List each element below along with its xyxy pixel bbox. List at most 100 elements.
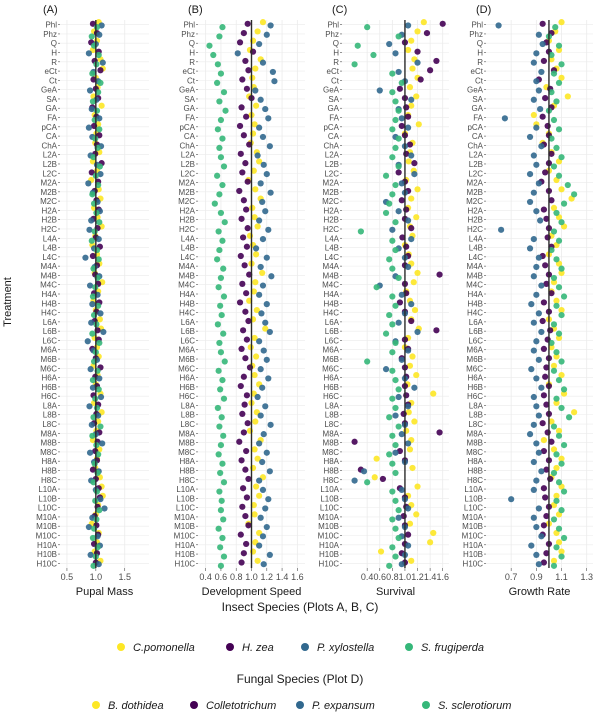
data-point-colletotrichum	[548, 197, 555, 204]
data-point-c-pomonella	[246, 297, 253, 304]
data-point-h-zea	[238, 457, 245, 464]
data-point-p-xylostella	[259, 59, 267, 66]
data-point-s-sclerotiorum	[558, 507, 565, 514]
data-point-s-frugiperda	[220, 163, 228, 170]
x-tick-label: 0.9	[530, 572, 543, 582]
data-point-p-xylostella	[389, 226, 396, 233]
data-point-s-frugiperda	[90, 154, 97, 161]
category-label: M6C	[466, 364, 483, 373]
data-point-colletotrichum	[547, 475, 554, 483]
data-point-s-sclerotiorum	[550, 367, 558, 374]
category-label: eCt	[327, 67, 340, 76]
category-label: GA	[45, 104, 57, 113]
data-point-p-xylostella	[262, 505, 269, 512]
data-point-h-zea	[403, 243, 410, 250]
data-point-s-frugiperda	[217, 70, 225, 77]
data-point-h-zea	[243, 290, 250, 297]
data-point-c-pomonella	[252, 418, 259, 425]
data-point-p-xylostella	[411, 170, 418, 178]
category-label: H10A	[37, 541, 58, 550]
category-label: M4B	[467, 271, 483, 280]
data-point-s-frugiperda	[216, 98, 223, 105]
legend-marker-p-xylostella	[301, 643, 309, 651]
data-point-p-xylostella	[87, 366, 94, 373]
category-label: L10A	[38, 485, 57, 494]
legend-marker-s-sclerotiorum	[422, 701, 430, 709]
data-point-h-zea	[406, 141, 414, 148]
data-point-s-sclerotiorum	[553, 349, 560, 356]
category-label: H4C	[41, 309, 57, 318]
data-point-h-zea	[240, 132, 247, 139]
category-label: SA	[184, 95, 195, 104]
category-label: M8C	[40, 448, 57, 457]
category-label: M10A	[174, 513, 196, 522]
category-label: M6B	[467, 355, 483, 364]
panel-2: PhlPhzQHReCtCtGeASAGAFApCACAChAL2AL2BL2C…	[174, 4, 305, 598]
category-label: H8B	[467, 466, 483, 475]
data-point-s-frugiperda	[392, 469, 399, 477]
category-label: L4A	[469, 234, 484, 243]
data-point-p-xylostella	[392, 449, 399, 456]
data-point-p-expansum	[535, 449, 542, 456]
category-label: SA	[46, 95, 57, 104]
data-point-s-frugiperda	[216, 339, 223, 347]
category-label: M10C	[462, 531, 484, 540]
data-point-h-zea	[238, 345, 245, 352]
category-label: H6C	[41, 392, 57, 401]
category-label: M10C	[174, 531, 196, 540]
data-point-c-pomonella	[406, 84, 414, 91]
data-point-h-zea	[237, 150, 244, 157]
category-label: R	[51, 58, 57, 67]
data-point-colletotrichum	[540, 57, 548, 65]
data-point-p-xylostella	[257, 412, 264, 419]
category-label: H4A	[41, 290, 57, 299]
legend-insect-title: Insect Species (Plots A, B, C)	[222, 600, 379, 614]
data-point-c-pomonella	[415, 121, 422, 128]
data-point-p-xylostella	[395, 319, 402, 326]
data-point-s-frugiperda	[382, 330, 390, 337]
category-label: M8B	[41, 439, 57, 448]
data-point-p-xylostella	[99, 59, 106, 66]
data-point-c-pomonella	[414, 28, 421, 35]
category-label: H4C	[323, 309, 339, 318]
category-label: M6C	[178, 364, 195, 373]
data-point-b-dothidea	[555, 46, 563, 54]
data-point-p-expansum	[526, 170, 534, 178]
data-point-c-pomonella	[413, 511, 420, 518]
category-label: H10C	[175, 559, 196, 568]
data-point-p-xylostella	[351, 477, 358, 484]
data-point-p-xylostella	[85, 50, 92, 57]
data-point-p-xylostella	[254, 393, 261, 401]
category-label: M8A	[41, 429, 58, 438]
data-point-p-xylostella	[398, 561, 405, 568]
data-point-colletotrichum	[543, 401, 550, 408]
data-point-h-zea	[246, 271, 253, 278]
data-point-p-xylostella	[88, 319, 95, 326]
data-point-p-xylostella	[267, 22, 274, 29]
data-point-colletotrichum	[540, 299, 548, 306]
data-point-s-frugiperda	[386, 200, 393, 207]
category-label: H	[333, 49, 339, 58]
data-point-colletotrichum	[547, 327, 554, 334]
data-point-s-frugiperda	[219, 377, 226, 384]
data-point-p-xylostella	[267, 421, 274, 428]
data-point-p-expansum	[535, 561, 542, 568]
data-point-s-frugiperda	[220, 330, 227, 337]
data-point-s-sclerotiorum	[555, 525, 563, 532]
x-tick-label: 1.2	[261, 572, 274, 582]
data-point-s-frugiperda	[389, 70, 396, 77]
data-point-colletotrichum	[539, 420, 546, 427]
data-point-h-zea	[351, 438, 358, 445]
data-point-p-expansum	[533, 403, 540, 410]
data-point-p-xylostella	[271, 78, 278, 85]
data-point-s-sclerotiorum	[555, 237, 563, 244]
data-point-p-xylostella	[398, 291, 405, 298]
category-label: H4B	[467, 299, 483, 308]
category-label: H2B	[41, 216, 57, 225]
data-point-s-frugiperda	[386, 414, 393, 421]
data-point-p-expansum	[538, 468, 545, 475]
category-label: H8B	[323, 466, 339, 475]
data-point-b-dothidea	[548, 344, 555, 351]
category-label: Phl	[327, 21, 339, 30]
data-point-s-frugiperda	[392, 302, 399, 309]
